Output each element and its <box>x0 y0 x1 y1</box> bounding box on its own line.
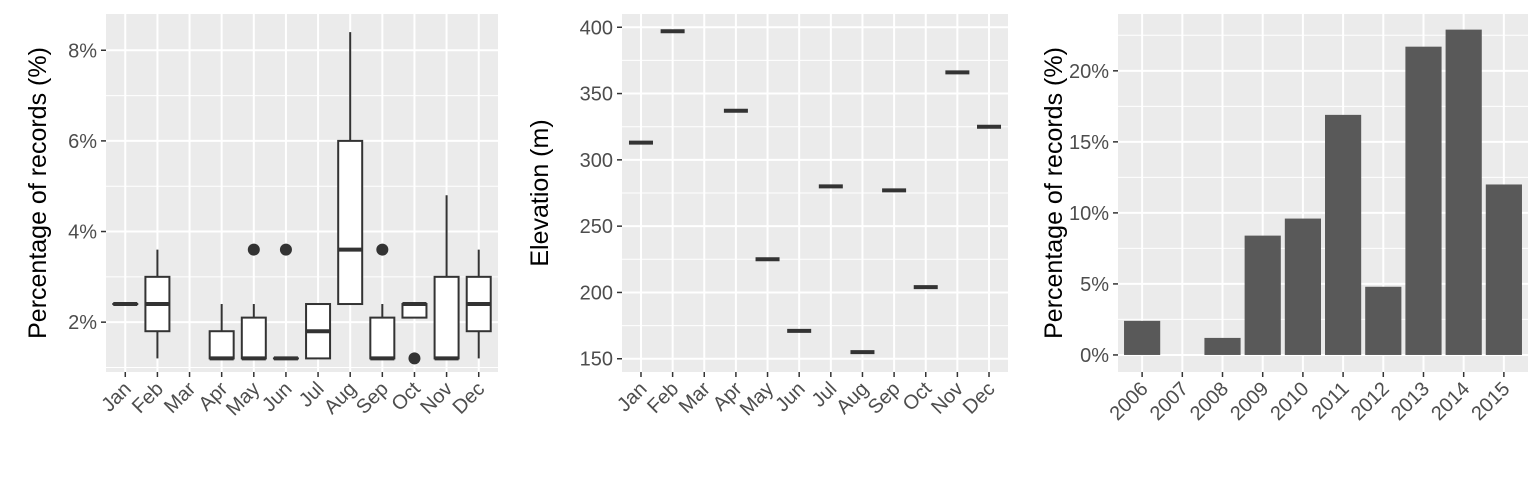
x-tick-label: Feb <box>128 378 168 418</box>
x-tick-label: Aug <box>832 378 873 419</box>
box-outlier <box>408 352 421 365</box>
y-axis-title: Percentage of records (%) <box>24 47 52 339</box>
x-tick-label: Jun <box>771 378 809 416</box>
y-tick-label: 0% <box>1080 345 1109 367</box>
bar <box>1325 114 1362 355</box>
y-axis-title: Percentage of records (%) <box>1040 47 1068 339</box>
box-outlier <box>279 243 292 256</box>
x-tick-label: Sep <box>352 378 393 419</box>
bar <box>1365 286 1402 355</box>
x-tick-label: 2010 <box>1266 378 1313 425</box>
x-tick-label: 2007 <box>1146 378 1193 425</box>
y-axis-title: Elevation (m) <box>526 119 554 266</box>
x-tick-label: Jan <box>97 378 135 416</box>
chart-yearly-records-bar: 0%5%10%15%20% 20062007200820092010201120… <box>1040 14 1528 425</box>
x-tick-label: Dec <box>959 378 1000 419</box>
bar <box>1124 320 1161 355</box>
x-tick-label: 2006 <box>1106 378 1153 425</box>
x-tick-label: 2008 <box>1186 378 1233 425</box>
box-body <box>240 316 267 360</box>
x-tick-label: 2009 <box>1226 378 1273 425</box>
y-tick-label: 6% <box>68 131 97 153</box>
bar <box>1405 46 1442 355</box>
x-tick-label: Oct <box>899 378 937 416</box>
y-tick-label: 4% <box>68 222 97 244</box>
y-tick-label: 5% <box>1080 274 1109 296</box>
y-axis: 0% 5% 10% 15% 20% <box>1069 61 1118 367</box>
marks <box>112 32 492 365</box>
bar <box>1445 29 1482 355</box>
x-tick-label: Mar <box>675 378 715 418</box>
y-tick-label: 15% <box>1069 132 1109 154</box>
marks <box>628 29 1002 355</box>
x-tick-label: 2014 <box>1427 378 1474 425</box>
chart-monthly-records-boxplot: 2% 4% 6% 8% JanFebMarAprMayJunJulAugSepOctN… <box>24 14 498 420</box>
chart-monthly-elevation-boxplot: 150 200 250 300 350 400 JanFebMarAprMayJunJul… <box>526 14 1008 420</box>
marks <box>1124 29 1522 355</box>
x-tick-label: 2015 <box>1467 378 1514 425</box>
y-axis: 2% 4% 6% 8% <box>68 40 106 334</box>
x-tick-label: Mar <box>160 378 200 418</box>
box-body <box>433 275 460 360</box>
box-body <box>208 330 235 360</box>
x-tick-label: Feb <box>643 378 683 418</box>
y-tick-label: 20% <box>1069 61 1109 83</box>
x-tick-label: 2013 <box>1387 378 1434 425</box>
x-tick-label: Sep <box>864 378 905 419</box>
y-tick-label: 250 <box>580 216 613 238</box>
x-tick-label: Jan <box>613 378 651 416</box>
x-tick-label: Dec <box>449 378 490 419</box>
y-tick-label: 2% <box>68 312 97 334</box>
y-tick-label: 200 <box>580 282 613 304</box>
x-tick-label: Oct <box>387 378 425 416</box>
box-body <box>401 303 428 319</box>
x-tick-label: 2011 <box>1308 378 1354 424</box>
bar <box>1485 184 1522 355</box>
x-tick-label: Nov <box>416 378 457 419</box>
box-body <box>369 316 396 360</box>
box-outlier <box>376 243 389 256</box>
y-tick-label: 350 <box>580 84 613 106</box>
x-tick-label: 2012 <box>1347 378 1394 425</box>
x-tick-label: May <box>222 378 264 420</box>
y-tick-label: 150 <box>580 349 613 371</box>
bar <box>1204 337 1241 355</box>
x-tick-label: Nov <box>927 378 968 419</box>
y-tick-label: 300 <box>580 150 613 172</box>
plot-panel <box>106 14 498 372</box>
bar <box>1244 235 1281 355</box>
y-tick-label: 400 <box>580 17 613 39</box>
box-body <box>337 139 364 306</box>
y-tick-label: 8% <box>68 40 97 62</box>
grid <box>622 14 1008 372</box>
box-outlier <box>247 243 260 256</box>
x-tick-label: Jun <box>258 378 296 416</box>
x-tick-label: Aug <box>320 378 361 419</box>
y-tick-label: 10% <box>1069 203 1109 225</box>
bar <box>1284 218 1321 355</box>
y-axis: 150 200 250 300 350 400 <box>580 17 622 371</box>
